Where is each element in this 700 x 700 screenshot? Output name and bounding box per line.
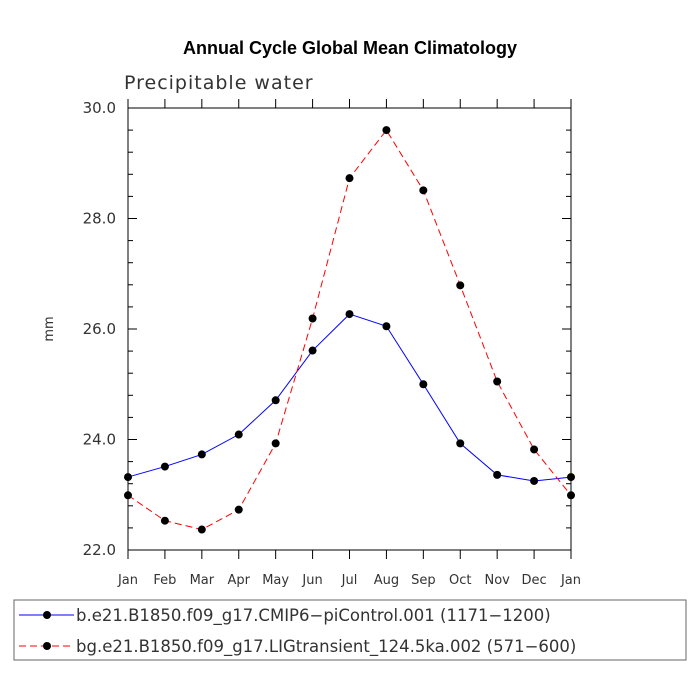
x-tick-label: Jul xyxy=(341,573,358,588)
y-tick-label: 26.0 xyxy=(83,320,116,338)
series-2-point xyxy=(160,516,169,525)
legend: b.e21.B1850.f09_g17.CMIP6−piControl.001 … xyxy=(13,599,687,661)
series-line-2 xyxy=(127,129,572,531)
x-axis-ticks: Jan Feb Mar Apr May Jun Jul Aug Sep Oct Nov Dec Jan xyxy=(117,99,581,588)
x-tick-label: Apr xyxy=(228,573,251,588)
series-2-point xyxy=(197,525,206,534)
series-2-point xyxy=(234,505,243,514)
series-layer xyxy=(124,126,575,534)
series-2-point xyxy=(419,186,428,195)
x-tick-label: Mar xyxy=(190,573,215,588)
y-tick-label: 24.0 xyxy=(83,431,116,449)
series-2-point xyxy=(345,174,354,183)
series-1-point xyxy=(493,470,502,479)
series-2-point xyxy=(456,281,465,290)
chart-subtitle: Precipitable water xyxy=(124,72,314,94)
y-tick-label: 28.0 xyxy=(83,210,116,228)
series-line-1 xyxy=(127,313,572,482)
series-1-point xyxy=(382,322,391,331)
x-tick-label: Nov xyxy=(484,573,510,588)
series-2-point xyxy=(382,126,391,135)
legend-marker-2 xyxy=(43,642,51,650)
series-1-point xyxy=(271,396,280,405)
x-tick-label: May xyxy=(262,573,289,588)
plot-frame xyxy=(127,107,572,551)
x-tick-label: Sep xyxy=(411,573,436,588)
x-tick-label: Dec xyxy=(522,573,547,588)
chart-title: Annual Cycle Global Mean Climatology xyxy=(183,38,517,58)
series-1-point xyxy=(530,476,539,485)
legend-marker-1 xyxy=(43,611,51,619)
legend-box xyxy=(13,599,687,661)
series-2-point xyxy=(493,377,502,386)
y-axis-label: mm xyxy=(42,316,57,341)
x-tick-label: Jan xyxy=(117,573,138,588)
y-axis-ticks: 22.0 24.0 26.0 28.0 30.0 xyxy=(83,99,571,559)
x-tick-label: Feb xyxy=(153,573,176,588)
x-tick-label: Oct xyxy=(449,573,471,588)
legend-label-1: b.e21.B1850.f09_g17.CMIP6−piControl.001 … xyxy=(76,606,551,626)
x-tick-label: Aug xyxy=(374,573,399,588)
y-tick-label: 22.0 xyxy=(83,541,116,559)
series-2-point xyxy=(308,314,317,323)
x-tick-label: Jan xyxy=(560,573,581,588)
x-tick-label: Jun xyxy=(301,573,322,588)
legend-label-2: bg.e21.B1850.f09_g17.LIGtransient_124.5k… xyxy=(76,637,576,657)
series-1-point xyxy=(456,439,465,448)
series-1-point xyxy=(308,346,317,355)
series-1-point xyxy=(197,450,206,459)
series-1-point xyxy=(160,462,169,471)
series-1-point xyxy=(419,380,428,389)
series-2-point xyxy=(271,439,280,448)
series-1-point xyxy=(234,430,243,439)
y-tick-label: 30.0 xyxy=(83,99,116,117)
series-2-point xyxy=(530,445,539,454)
series-1-point xyxy=(345,310,354,319)
